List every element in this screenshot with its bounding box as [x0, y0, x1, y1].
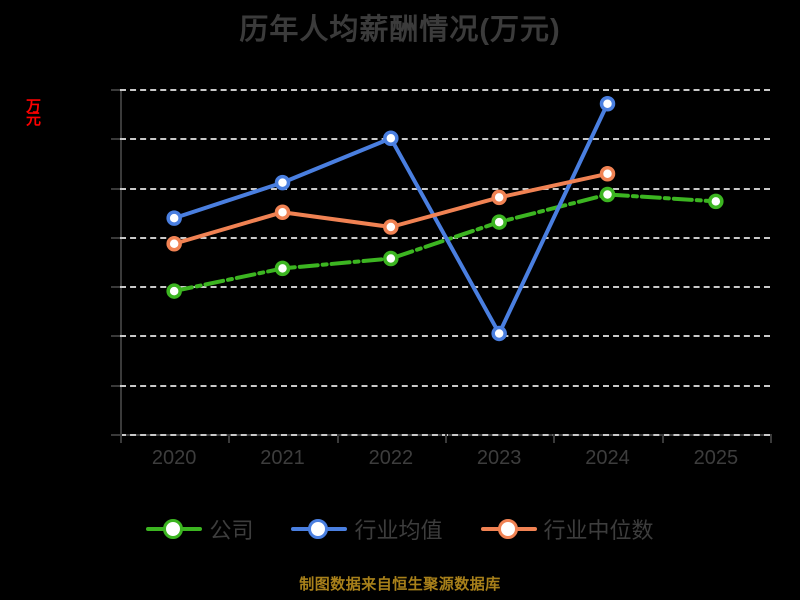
- x-tick-mark: [770, 434, 772, 443]
- gridline: [120, 89, 770, 91]
- x-tick-mark: [445, 434, 447, 443]
- gridline: [120, 286, 770, 289]
- legend-marker-company: [146, 518, 203, 540]
- page-title: 历年人均薪酬情况(万元): [239, 14, 561, 46]
- y-axis-line: [120, 89, 122, 434]
- x-tick-mark: [661, 434, 664, 443]
- y-tick-mark: [111, 89, 120, 91]
- footnote: 制图数据来自恒生聚源数据库: [299, 576, 501, 593]
- x-tick-label: 2022: [368, 447, 414, 469]
- y-tick-mark: [111, 286, 120, 289]
- gridline: [120, 236, 770, 239]
- y-tick-mark: [111, 187, 120, 190]
- gridline: [120, 384, 770, 387]
- legend-item-industry-median[interactable]: 行业中位数: [480, 513, 654, 545]
- x-tick-mark: [553, 434, 556, 443]
- y-tick-mark: [111, 335, 120, 338]
- legend-item-industry-mean[interactable]: 行业均值: [291, 513, 443, 545]
- legend-label-industry-mean: 行业均值: [354, 518, 443, 543]
- x-tick-label: 2021: [260, 447, 305, 469]
- y-tick-mark: [111, 434, 120, 436]
- chart-legend: 公司 行业均值 行业中位数: [0, 513, 800, 545]
- y-tick-mark: [111, 236, 120, 239]
- gridline: [120, 187, 770, 190]
- x-tick-label: 2025: [693, 447, 739, 469]
- legend-label-industry-median: 行业中位数: [543, 518, 654, 543]
- legend-marker-industry-mean: [291, 518, 348, 540]
- x-tick-label: 2020: [151, 447, 197, 469]
- y-tick-mark: [111, 384, 120, 387]
- y-axis-label: 万元: [24, 98, 41, 124]
- x-tick-mark: [120, 434, 122, 443]
- legend-item-company[interactable]: 公司: [146, 513, 253, 545]
- plot-area: [111, 89, 770, 436]
- gridline: [120, 138, 770, 141]
- legend-marker-industry-median: [480, 518, 537, 540]
- x-tick-label: 2023: [476, 447, 522, 469]
- y-tick-mark: [111, 138, 120, 141]
- x-tick-mark: [336, 434, 339, 443]
- x-tick-label: 2024: [585, 447, 630, 469]
- legend-label-company: 公司: [209, 518, 254, 543]
- gridline: [120, 335, 770, 338]
- x-tick-mark: [228, 434, 231, 443]
